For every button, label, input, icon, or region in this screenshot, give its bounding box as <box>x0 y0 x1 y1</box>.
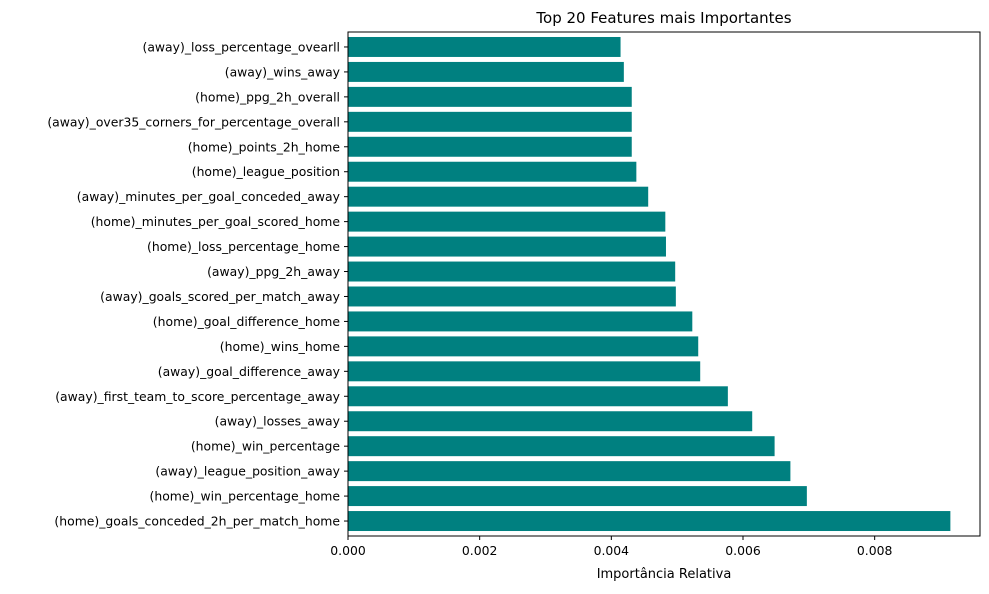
bar <box>348 361 701 382</box>
y-tick-label: (away)_goals_scored_per_match_away <box>100 289 340 304</box>
y-tick-label: (home)_minutes_per_goal_scored_home <box>91 214 340 229</box>
y-tick-label: (away)_losses_away <box>215 414 340 429</box>
bar <box>348 111 632 132</box>
x-tick-label: 0.008 <box>857 543 893 558</box>
plot-frame <box>347 31 981 537</box>
y-tick-label: (away)_goal_difference_away <box>158 364 340 379</box>
bar <box>348 236 666 257</box>
y-tick-label: (away)_league_position_away <box>155 464 340 479</box>
bar <box>348 286 676 307</box>
bar <box>348 411 753 432</box>
y-tick-label: (home)_league_position <box>192 164 340 179</box>
bar <box>348 211 666 232</box>
x-tick-label: 0.000 <box>330 543 366 558</box>
y-tick-label: (home)_ppg_2h_overall <box>195 89 340 104</box>
bar <box>348 136 632 157</box>
x-tick-label: 0.004 <box>594 543 630 558</box>
y-tick-label: (home)_win_percentage <box>191 439 340 454</box>
bar <box>348 336 699 357</box>
y-tick-label: (away)_over35_corners_for_percentage_ove… <box>47 114 340 129</box>
y-tick-label: (home)_wins_home <box>220 339 340 354</box>
bar <box>348 311 693 332</box>
bars-layer <box>348 36 951 532</box>
bar <box>348 36 621 57</box>
y-tick-label: (away)_ppg_2h_away <box>207 264 340 279</box>
y-tick-label: (away)_loss_percentage_ovearll <box>143 39 341 54</box>
y-tick-label: (away)_first_team_to_score_percentage_aw… <box>55 389 340 404</box>
bar <box>348 86 632 107</box>
x-tick-label: 0.002 <box>462 543 497 558</box>
bar <box>348 261 676 282</box>
bar <box>348 511 951 532</box>
chart-title: Top 20 Features mais Importantes <box>535 9 791 27</box>
y-tick-label: (home)_loss_percentage_home <box>147 239 340 254</box>
bar <box>348 461 791 482</box>
bar <box>348 161 637 182</box>
y-tick-label: (away)_wins_away <box>225 64 340 79</box>
x-tick-label: 0.006 <box>725 543 761 558</box>
y-tick-label: (home)_goal_difference_home <box>153 314 340 329</box>
x-axis-ticks: 0.000 0.002 0.004 0.006 0.008 <box>330 536 893 558</box>
bar <box>348 436 775 457</box>
y-tick-label: (home)_win_percentage_home <box>150 489 340 504</box>
bar <box>348 186 649 207</box>
bar <box>348 486 807 507</box>
x-axis-label: Importância Relativa <box>597 567 732 582</box>
bar <box>348 386 728 407</box>
y-tick-label: (home)_points_2h_home <box>188 139 340 154</box>
y-axis-ticks: (home)_goals_conceded_2h_per_match_home (… <box>47 39 348 529</box>
y-tick-label: (home)_goals_conceded_2h_per_match_home <box>54 514 340 529</box>
bar <box>348 61 624 82</box>
y-tick-label: (away)_minutes_per_goal_conceded_away <box>77 189 340 204</box>
